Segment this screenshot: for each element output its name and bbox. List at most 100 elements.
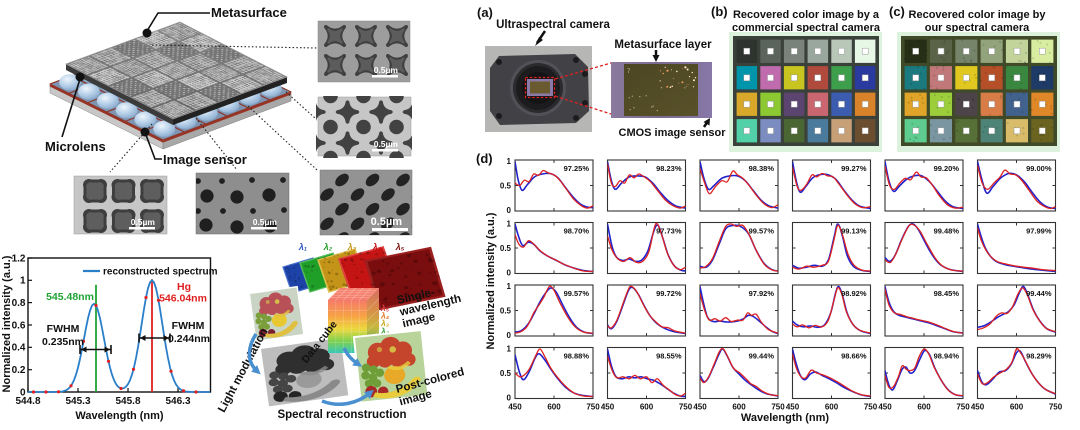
svg-text:98.23%: 98.23% [656,164,682,173]
svg-text:1: 1 [20,276,26,287]
svg-text:600: 600 [1010,403,1024,412]
svg-text:Image sensor: Image sensor [163,152,247,167]
svg-text:99.00%: 99.00% [1026,164,1052,173]
svg-text:λ₂: λ₂ [323,242,333,252]
svg-text:7: 7 [627,69,631,75]
svg-text:98.66%: 98.66% [841,352,867,361]
svg-text:1: 1 [507,220,512,229]
svg-text:0: 0 [507,394,512,403]
svg-text:Hg: Hg [177,281,191,293]
svg-text:Normalized intensity (a.u.): Normalized intensity (a.u.) [485,212,497,349]
svg-text:λ₁: λ₁ [298,242,307,252]
svg-text:Wavelength (nm): Wavelength (nm) [741,412,830,424]
svg-text:545.8: 545.8 [115,396,140,407]
svg-text:0.2: 0.2 [12,365,26,376]
svg-text:(c): (c) [889,4,905,19]
svg-text:λ₅: λ₅ [395,242,405,252]
svg-text:CMOS image sensor: CMOS image sensor [619,127,727,139]
svg-text:97.73%: 97.73% [656,227,682,236]
svg-text:0.6: 0.6 [12,320,26,331]
svg-text:98.38%: 98.38% [749,164,775,173]
svg-text:Metasurface layer: Metasurface layer [614,39,712,51]
svg-text:0: 0 [20,387,26,398]
svg-text:0.5µm: 0.5µm [253,217,278,227]
svg-text:FWHM: FWHM [47,323,80,335]
svg-text:98.94%: 98.94% [934,352,960,361]
svg-text:Normalized intensity (a.u.): Normalized intensity (a.u.) [1,255,13,392]
svg-text:λ₃: λ₃ [380,318,389,328]
svg-text:98.29%: 98.29% [1026,352,1052,361]
svg-text:λ₃: λ₃ [347,242,357,252]
svg-text:0.5: 0.5 [500,307,512,316]
svg-text:(d): (d) [476,151,493,166]
svg-text:450: 450 [693,403,707,412]
svg-text:546.3: 546.3 [165,396,190,407]
svg-text:(a): (a) [477,5,493,20]
svg-text:600: 600 [547,403,561,412]
svg-text:Metasurface: Metasurface [211,5,287,20]
svg-text:600: 600 [640,403,654,412]
svg-text:0.5µm: 0.5µm [374,139,399,149]
svg-text:99.48%: 99.48% [934,227,960,236]
svg-text:(b): (b) [711,4,728,19]
svg-text:0.5: 0.5 [500,244,512,253]
svg-text:97.92%: 97.92% [749,289,775,298]
svg-text:0.8: 0.8 [12,298,26,309]
svg-text:FWHM: FWHM [172,320,205,332]
svg-text:545.3: 545.3 [65,396,90,407]
svg-text:450: 450 [971,403,985,412]
svg-text:98.88%: 98.88% [564,352,590,361]
svg-text:99.72%: 99.72% [656,289,682,298]
svg-text:0.4: 0.4 [12,343,26,354]
svg-text:750: 750 [864,403,878,412]
svg-text:our spectral camera: our spectral camera [925,22,1030,34]
svg-text:0.5µm: 0.5µm [374,65,399,75]
svg-text:99.44%: 99.44% [749,352,775,361]
svg-text:600: 600 [732,403,746,412]
svg-text:97.25%: 97.25% [564,164,590,173]
svg-text:Recovered color image by: Recovered color image by [909,9,1047,21]
svg-text:0.5: 0.5 [500,369,512,378]
svg-text:1.2: 1.2 [12,253,26,264]
svg-text:Ultraspectral camera: Ultraspectral camera [496,19,610,31]
svg-text:99.20%: 99.20% [934,164,960,173]
svg-text:98.92%: 98.92% [841,289,867,298]
svg-text:1: 1 [507,157,512,166]
svg-text:reconstructed spectrum: reconstructed spectrum [103,267,218,278]
svg-text:99.44%: 99.44% [1026,289,1052,298]
svg-text:545.48nm: 545.48nm [46,291,94,303]
svg-text:0.244nm: 0.244nm [168,333,210,345]
svg-text:750: 750 [1049,403,1063,412]
svg-text:0.5µm: 0.5µm [371,216,403,228]
svg-text:0.5: 0.5 [500,182,512,191]
svg-text:99.13%: 99.13% [841,227,867,236]
svg-text:750: 750 [771,403,785,412]
svg-text:0.5µm: 0.5µm [131,217,156,227]
svg-text:0: 0 [507,269,512,278]
svg-text:0: 0 [507,206,512,215]
svg-text:99.57%: 99.57% [749,227,775,236]
svg-text:98.55%: 98.55% [656,352,682,361]
svg-text:Spectral reconstruction: Spectral reconstruction [277,409,406,421]
svg-text:98.70%: 98.70% [564,227,590,236]
svg-text:450: 450 [786,403,800,412]
svg-text:544.8: 544.8 [15,396,40,407]
svg-text:Recovered color image by a: Recovered color image by a [733,9,880,21]
svg-text:λ₄: λ₄ [380,311,390,321]
svg-text:0.235nm: 0.235nm [42,336,84,348]
svg-text:98.45%: 98.45% [934,289,960,298]
svg-text:commercial spectral camera: commercial spectral camera [732,22,881,34]
svg-text:750: 750 [679,403,693,412]
svg-text:1: 1 [507,282,512,291]
svg-text:Microlens: Microlens [45,139,106,154]
svg-text:546.04nm: 546.04nm [159,293,207,305]
svg-text:λ₄: λ₄ [372,242,382,252]
svg-text:750: 750 [586,403,600,412]
svg-text:99.27%: 99.27% [841,164,867,173]
svg-text:600: 600 [825,403,839,412]
svg-text:97.99%: 97.99% [1026,227,1052,236]
svg-text:1: 1 [507,345,512,354]
svg-text:750: 750 [956,403,970,412]
svg-text:λ₂: λ₂ [380,326,390,336]
svg-text:0: 0 [507,331,512,340]
